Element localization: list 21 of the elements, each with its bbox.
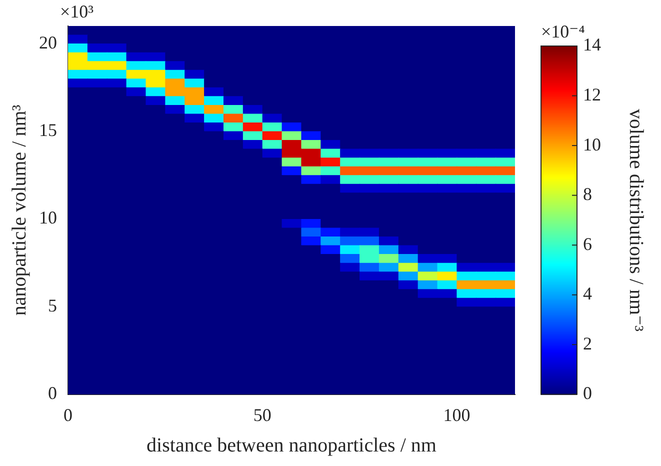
x-tick-label: 50 bbox=[253, 404, 272, 425]
x-tick-label: 100 bbox=[443, 404, 470, 425]
text: ×10⁻⁴ bbox=[541, 22, 585, 42]
x-tick-label: 0 bbox=[64, 404, 72, 425]
y-tick-label: 0 bbox=[48, 383, 57, 404]
color-bar-label: 4 bbox=[583, 284, 592, 304]
y-tick-label: 5 bbox=[48, 295, 57, 316]
y-tick-label: 20 bbox=[39, 32, 57, 52]
color-bar-label: 10 bbox=[583, 134, 601, 154]
color-bar-label: 14 bbox=[583, 34, 601, 55]
color-bar-label: 6 bbox=[583, 234, 592, 254]
y-axis-title: nanoparticle volume / nm³ bbox=[8, 104, 30, 316]
color-bar-label: 12 bbox=[583, 84, 601, 105]
y-tick-label: 15 bbox=[39, 120, 57, 140]
color-bar-label: 0 bbox=[583, 383, 592, 404]
color-bar-title: volume distributions / nm⁻³ bbox=[624, 108, 647, 332]
color-bar-label: 8 bbox=[583, 184, 592, 204]
y-tick-label: 10 bbox=[39, 208, 57, 228]
color-bar-label: 2 bbox=[583, 333, 592, 354]
text: ×10³ bbox=[60, 2, 94, 22]
x-axis-title: distance between nanoparticles / nm bbox=[146, 434, 437, 456]
